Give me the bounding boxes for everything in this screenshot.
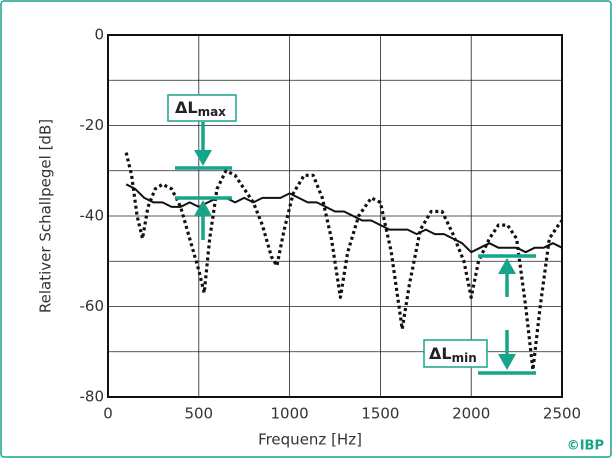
y-tick-label: 0	[94, 26, 104, 44]
x-tick-label: 1500	[361, 405, 399, 423]
x-tick-label: 1000	[271, 405, 309, 423]
annotation-box	[167, 94, 237, 122]
plot-area: 0 500 1000 1500 2000 2500 0 -20 -40 -60 -80	[80, 26, 582, 423]
x-tick-label: 2000	[452, 405, 490, 423]
y-tick-label: -60	[80, 297, 105, 315]
x-tick-label: 500	[184, 405, 213, 423]
annotation-box	[423, 339, 488, 368]
plot-border	[107, 34, 563, 398]
y-tick-label: -20	[80, 116, 105, 134]
annotation-text: ΔL	[175, 98, 198, 117]
y-tick-label: -80	[80, 388, 105, 406]
annotation-label: ΔLmax	[175, 98, 226, 119]
y-axis-label: Relativer Schallpegel [dB]	[37, 119, 55, 313]
annotation-max: ΔLmax	[167, 94, 237, 240]
annotation-arrowhead	[194, 150, 212, 166]
annotation-arrowhead	[498, 258, 516, 274]
x-tick-label: 2500	[543, 405, 581, 423]
x-tick-label: 0	[103, 405, 113, 423]
annotation-sub: max	[198, 105, 227, 119]
annotation-label: ΔLmin	[429, 344, 477, 365]
annotation-arrowhead	[498, 354, 516, 370]
credit: ©IBP	[567, 439, 604, 454]
annotation-sub: min	[452, 351, 477, 365]
annotation-min: ΔLmin	[423, 254, 536, 375]
series-line	[124, 152, 564, 372]
series-line	[125, 183, 563, 254]
annotation-text: ΔL	[429, 344, 452, 363]
annotation-arrowhead	[194, 200, 212, 216]
x-axis-label: Frequenz [Hz]	[258, 431, 362, 449]
y-tick-label: -40	[80, 207, 105, 225]
